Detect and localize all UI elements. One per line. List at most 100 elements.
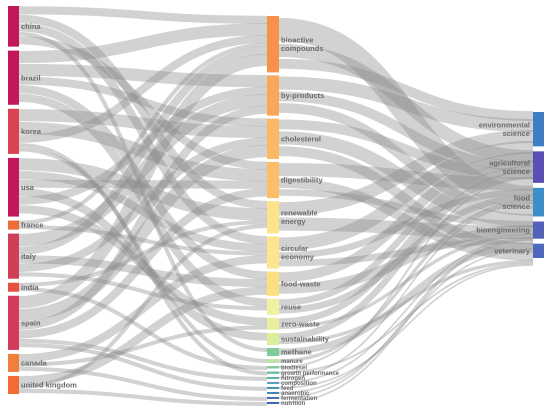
- node-bar-growth[interactable]: [267, 371, 279, 374]
- node-biodiesel[interactable]: biodiesel: [267, 365, 307, 371]
- link-spain-to-cholesterol: [18, 145, 268, 322]
- node-circular[interactable]: circular economy: [267, 236, 315, 269]
- node-t6[interactable]: nutrition: [267, 401, 306, 407]
- node-bar-sustainability[interactable]: [267, 332, 279, 346]
- node-vet[interactable]: veterinary: [494, 243, 544, 258]
- link-china-to-methane: [18, 31, 268, 352]
- node-bar-agri[interactable]: [533, 151, 544, 183]
- node-bar-digestibility[interactable]: [267, 161, 279, 199]
- node-italy[interactable]: italy: [8, 233, 37, 279]
- node-bar-bioeng[interactable]: [533, 221, 544, 239]
- node-bar-food[interactable]: [533, 187, 544, 217]
- node-bar-renewable[interactable]: [267, 201, 279, 234]
- node-france[interactable]: france: [8, 220, 44, 230]
- node-growth[interactable]: growth performance: [267, 371, 340, 377]
- node-methane[interactable]: methane: [267, 348, 312, 357]
- link-t5-to-food: [278, 238, 534, 399]
- node-label-zerowaste: zero-waste: [281, 320, 320, 329]
- node-label-usa: usa: [21, 183, 35, 192]
- link-usa-to-sustainability: [18, 188, 268, 341]
- node-bar-canada[interactable]: [8, 353, 19, 372]
- node-bar-reuse[interactable]: [267, 298, 279, 315]
- node-uk[interactable]: united kingdom: [8, 375, 77, 394]
- node-bar-t2[interactable]: [267, 381, 279, 384]
- node-label-biodiesel: biodiesel: [281, 365, 307, 371]
- node-renewable[interactable]: renewable energy: [267, 201, 318, 234]
- node-foodwaste[interactable]: food-waste: [267, 271, 321, 296]
- node-t4[interactable]: anaerobic: [267, 391, 310, 397]
- node-reuse[interactable]: reuse: [267, 298, 301, 315]
- node-manure[interactable]: manure: [267, 359, 303, 365]
- node-label-t4: anaerobic: [281, 391, 310, 397]
- link-cholesterol-to-agri: [278, 119, 534, 180]
- node-china[interactable]: china: [8, 6, 41, 47]
- node-bar-byproducts[interactable]: [267, 75, 279, 116]
- node-bar-zerowaste[interactable]: [267, 317, 279, 330]
- node-cholesterol[interactable]: cholesterol: [267, 118, 321, 159]
- link-renewable-to-env: [278, 129, 534, 216]
- node-bar-usa[interactable]: [8, 157, 19, 217]
- link-spain-to-t3: [18, 343, 268, 391]
- link-italy-to-reuse: [18, 272, 268, 311]
- link-spain-to-byproducts: [18, 105, 268, 330]
- link-manure-to-agri: [278, 200, 534, 363]
- node-bar-spain[interactable]: [8, 295, 19, 350]
- link-china-to-digestibility: [18, 36, 268, 170]
- node-bar-india[interactable]: [8, 282, 19, 292]
- node-t2[interactable]: composition: [267, 381, 317, 387]
- link-usa-to-circular: [18, 170, 268, 252]
- link-bioactive-to-env: [278, 58, 534, 121]
- node-bar-uk[interactable]: [8, 375, 19, 394]
- node-bar-vet[interactable]: [533, 243, 544, 258]
- node-bar-foodwaste[interactable]: [267, 271, 279, 296]
- node-spain[interactable]: spain: [8, 295, 41, 350]
- node-bar-cholesterol[interactable]: [267, 118, 279, 159]
- node-bioactive[interactable]: bioactive compounds: [267, 16, 324, 73]
- node-bar-korea[interactable]: [8, 108, 19, 154]
- links-layer: [18, 6, 534, 406]
- node-usa[interactable]: usa: [8, 157, 35, 217]
- node-bar-brazil[interactable]: [8, 50, 19, 105]
- node-india[interactable]: india: [8, 282, 39, 292]
- node-bar-china[interactable]: [8, 6, 19, 47]
- node-bar-t4[interactable]: [267, 391, 279, 394]
- node-t3[interactable]: feed: [267, 386, 294, 392]
- link-korea-to-growth: [18, 143, 268, 376]
- node-canada[interactable]: canada: [8, 353, 48, 372]
- link-india-to-renewable: [18, 220, 268, 287]
- link-t1-to-agri: [278, 202, 534, 379]
- node-bioeng[interactable]: bioengineering: [476, 221, 544, 239]
- link-methane-to-bioeng: [278, 242, 534, 356]
- node-label-methane: methane: [281, 348, 312, 357]
- node-bar-italy[interactable]: [8, 233, 19, 279]
- node-bar-t1[interactable]: [267, 376, 279, 379]
- node-bar-manure[interactable]: [267, 359, 279, 364]
- node-env[interactable]: environmental science: [479, 112, 544, 147]
- node-agri[interactable]: agricultural science: [489, 151, 544, 183]
- node-bar-methane[interactable]: [267, 348, 279, 357]
- link-reuse-to-env: [278, 160, 534, 306]
- link-sustainability-to-env: [278, 171, 534, 341]
- node-bar-t5[interactable]: [267, 396, 279, 399]
- link-spain-to-t1: [18, 338, 268, 381]
- node-zerowaste[interactable]: zero-waste: [267, 317, 320, 330]
- node-digestibility[interactable]: digestibility: [267, 161, 324, 199]
- node-brazil[interactable]: brazil: [8, 50, 41, 105]
- node-t1[interactable]: nitrogen: [267, 376, 305, 382]
- node-bar-france[interactable]: [8, 220, 19, 230]
- node-korea[interactable]: korea: [8, 108, 42, 154]
- node-byproducts[interactable]: by-products: [267, 75, 324, 116]
- node-t5[interactable]: fermentation: [267, 396, 318, 402]
- node-bar-bioactive[interactable]: [267, 16, 279, 73]
- link-china-to-renewable: [18, 14, 268, 210]
- node-bar-circular[interactable]: [267, 236, 279, 269]
- node-food[interactable]: food science: [502, 187, 544, 217]
- node-sustainability[interactable]: sustainability: [267, 332, 330, 346]
- node-bar-biodiesel[interactable]: [267, 366, 279, 369]
- node-bar-env[interactable]: [533, 112, 544, 147]
- node-label-renewable: renewable energy: [281, 209, 318, 227]
- node-bar-t6[interactable]: [267, 401, 279, 404]
- node-bar-t3[interactable]: [267, 386, 279, 389]
- link-renewable-to-bioeng: [278, 217, 534, 239]
